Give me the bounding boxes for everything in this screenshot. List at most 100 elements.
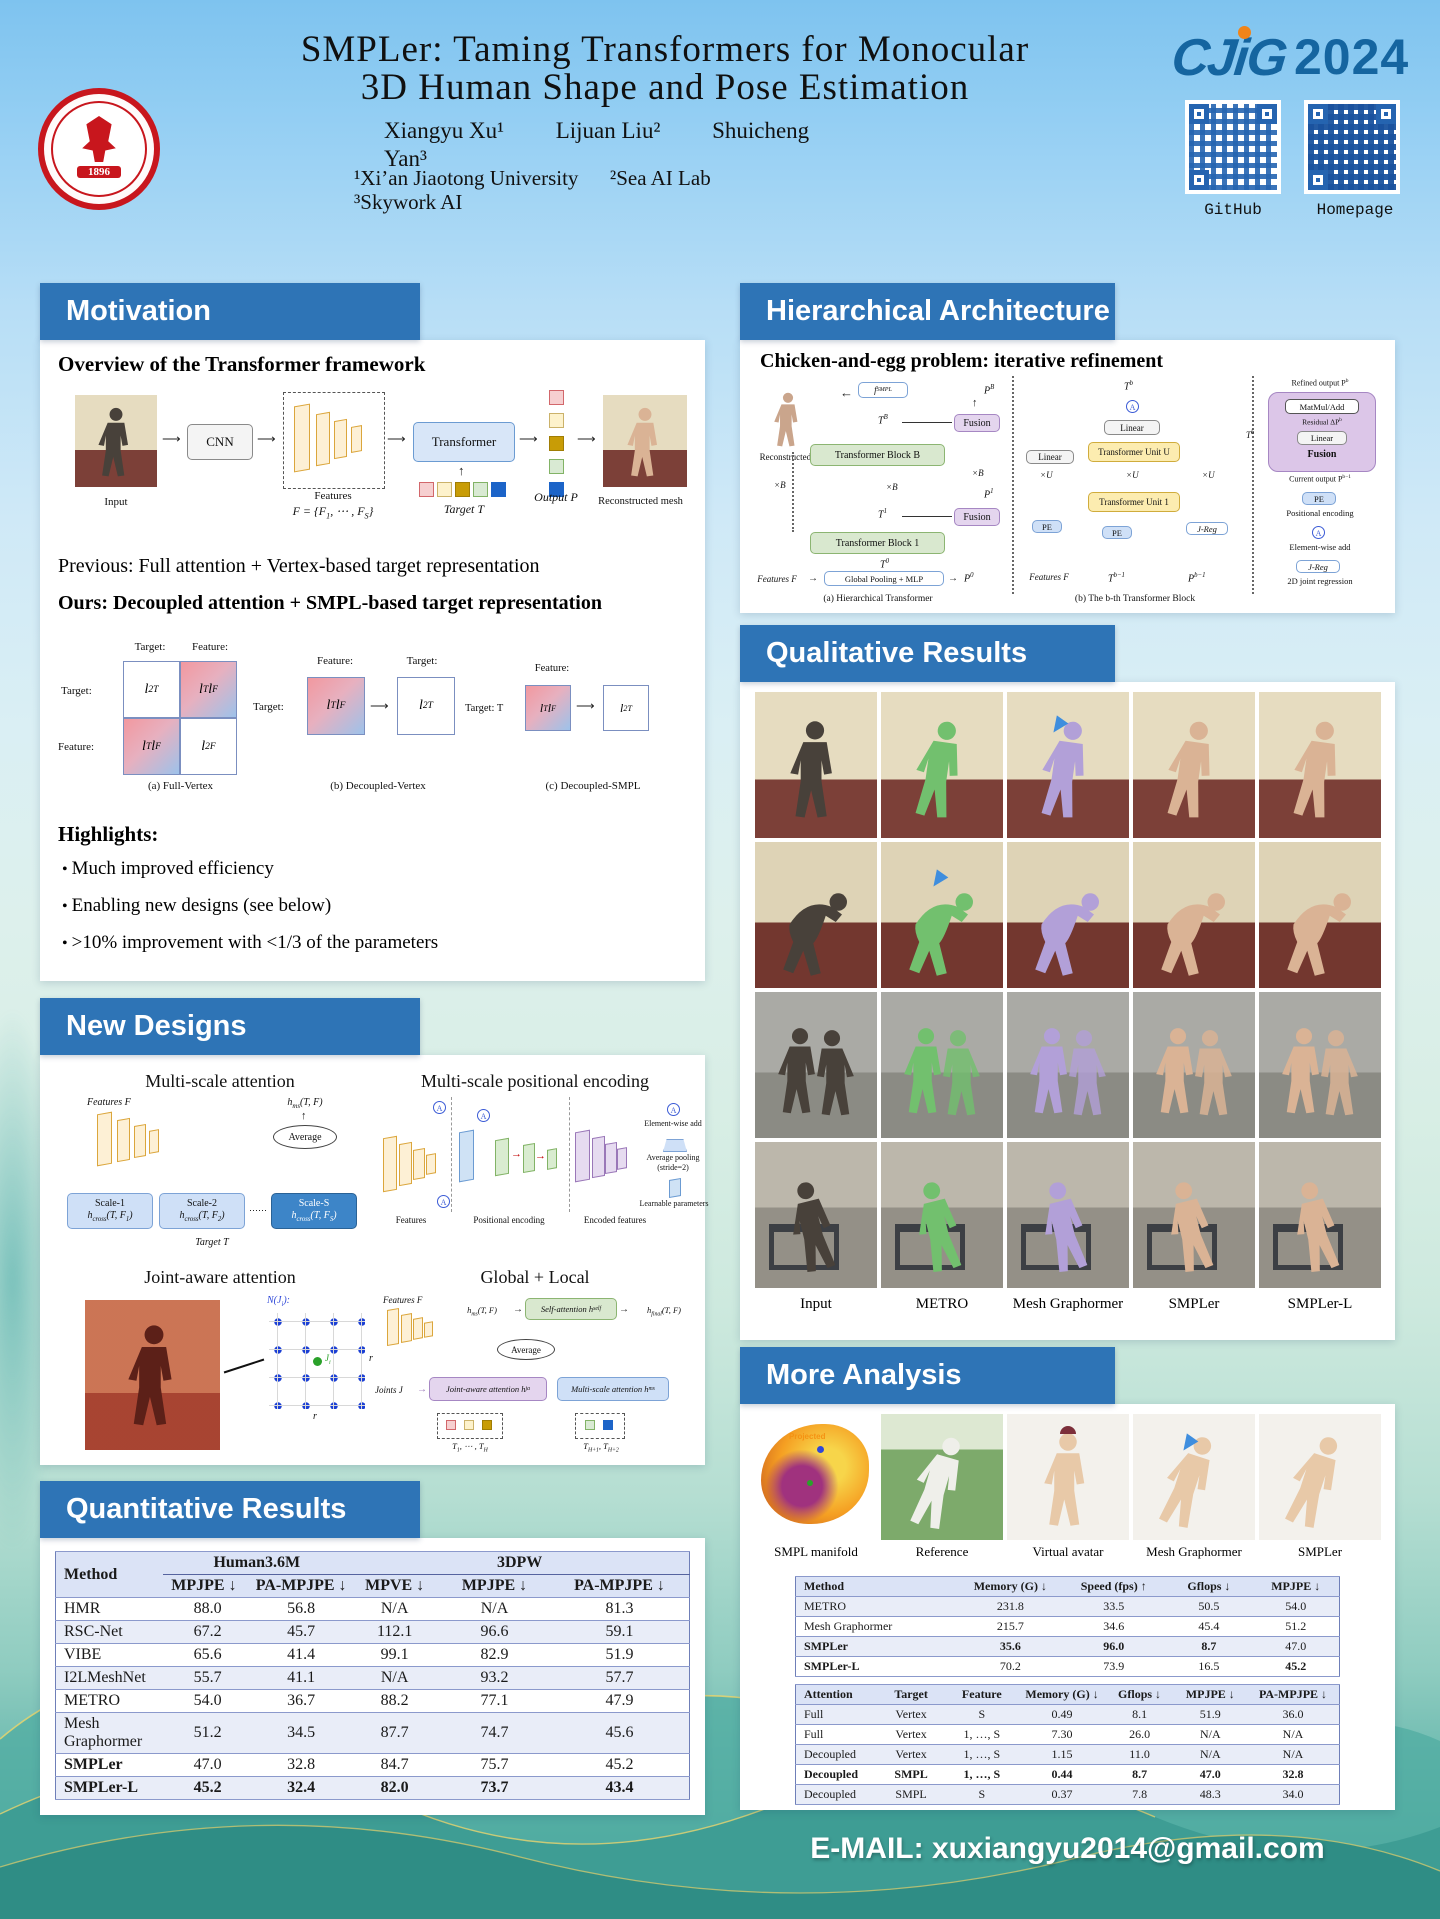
table-cell: 34.6 <box>1062 1616 1166 1637</box>
qr-github-label[interactable]: GitHub <box>1204 201 1262 219</box>
global-pooling-box: Global Pooling + MLP <box>824 571 944 586</box>
table-cell: 36.7 <box>252 1689 351 1713</box>
input-image <box>75 395 157 487</box>
table-cell: 51.2 <box>163 1712 253 1754</box>
analysis-image-label: Reference <box>915 1544 969 1559</box>
pe-map-icon <box>495 1137 509 1177</box>
table-header-row: Method Memory (G) ↓ Speed (fps) ↑ Gflops ↓ M… <box>795 1576 1340 1597</box>
table-cell: Vertex <box>877 1724 946 1745</box>
table-cell: N/A <box>350 1666 440 1690</box>
section-quantitative-header: Quantitative Results <box>40 1481 420 1538</box>
arrow-icon: ⟶ <box>370 698 389 713</box>
qr-code-homepage[interactable] <box>1304 100 1400 194</box>
joint-aware-diagram: N(Ji): Ji r r <box>55 1295 373 1455</box>
table-header-row: Attention Target Feature Memory (G) ↓ Gflops… <box>795 1684 1340 1705</box>
qr-homepage-label[interactable]: Homepage <box>1316 201 1394 219</box>
element-wise-add-icon: A <box>1126 400 1139 413</box>
cjig-2024-logo: CJiG 2024 <box>1169 26 1422 94</box>
output-token-icon <box>549 413 564 428</box>
arrow-icon: → <box>619 1304 629 1315</box>
table-cell: Vertex <box>877 1744 946 1765</box>
table-cell: 67.2 <box>163 1620 253 1644</box>
feature-map-icon <box>351 425 362 453</box>
fusion-box: Fusion <box>954 508 1000 526</box>
table-cell: VIBE <box>55 1643 164 1667</box>
table-cell: N/A <box>350 1597 440 1621</box>
highlights-title: Highlights: <box>58 822 159 846</box>
table-cell: 96.6 <box>439 1620 550 1644</box>
fusion-legend-label: Fusion <box>1307 449 1337 460</box>
output-tokens <box>549 390 565 502</box>
qr-code-github[interactable] <box>1185 100 1281 194</box>
table-cell: N/A <box>1173 1744 1247 1765</box>
pB-label: PB <box>984 384 995 397</box>
legend-current-label: Current output Pb−1 <box>1289 474 1351 484</box>
qr-finder-icon <box>1308 104 1328 124</box>
column-header: Memory (G) ↓ <box>958 1576 1063 1597</box>
table-row: METRO 231.8 33.5 50.5 54.0 <box>795 1596 1340 1617</box>
joint-point-icon <box>313 1357 322 1366</box>
output-label: Output P <box>534 490 578 504</box>
table-cell: Full <box>795 1724 878 1745</box>
legend-pool-label: Average pooling <box>646 1153 700 1162</box>
table-cell: 215.7 <box>958 1616 1063 1637</box>
table-row: Decoupled SMPL 1, …, S 0.44 8.7 47.0 32.8 <box>795 1764 1340 1785</box>
analysis-image-label: SMPL manifold <box>774 1544 858 1559</box>
table-cell: 41.4 <box>252 1643 351 1667</box>
result-image <box>755 992 877 1138</box>
table-row: Mesh Graphormer 51.2 34.5 87.7 74.7 45.6 <box>55 1712 690 1754</box>
section-architecture-header: Hierarchical Architecture <box>740 283 1115 340</box>
column-header: Target <box>877 1684 946 1705</box>
target-token-icon <box>491 482 506 497</box>
table-cell: 11.0 <box>1105 1744 1174 1765</box>
encoded-label: Encoded features <box>583 1215 647 1225</box>
connector <box>902 516 952 517</box>
row-label-feature: Feature: <box>58 741 95 753</box>
reference-image <box>881 1414 1003 1540</box>
quantitative-table: Method Human3.6M 3DPW MPJPE ↓ PA-MPJPE ↓ MPVE… <box>55 1551 690 1800</box>
token-icon <box>585 1420 595 1430</box>
table-cell: 51.2 <box>1252 1616 1340 1637</box>
table-row: Decoupled Vertex 1, …, S 1.15 11.0 N/A N/A <box>795 1744 1340 1765</box>
result-image <box>1007 992 1129 1138</box>
column-header: Gflops ↓ <box>1105 1684 1174 1705</box>
table-cell: 33.5 <box>1062 1596 1166 1617</box>
table-row: SMPLer-L 45.2 32.4 82.0 73.7 43.4 <box>55 1776 690 1800</box>
column-header: MPJPE ↓ <box>439 1574 550 1598</box>
table-cell: 45.6 <box>549 1712 690 1754</box>
table-cell: 32.4 <box>252 1776 351 1800</box>
analysis-image-labels: SMPL manifold Reference Virtual avatar Mesh… <box>755 1544 1385 1560</box>
qr-finder-icon <box>1189 104 1209 124</box>
column-header: Human3.6M <box>163 1551 351 1575</box>
joints-label: Joints J <box>375 1385 403 1395</box>
projected-point-icon <box>817 1446 824 1453</box>
table-cell: 47.0 <box>1173 1764 1247 1785</box>
joint-label: Ji <box>325 1353 331 1366</box>
table-cell: 0.44 <box>1018 1764 1106 1785</box>
section-new-designs-header: New Designs <box>40 998 420 1055</box>
table-cell: S <box>945 1784 1019 1805</box>
table-cell: 1, …, S <box>945 1744 1019 1765</box>
features-label: Features <box>314 490 352 502</box>
xB-label: ×B <box>774 480 786 490</box>
table-cell: 0.49 <box>1018 1704 1106 1725</box>
table-cell: 77.1 <box>439 1689 550 1713</box>
authors-line-wrap: Yan³ <box>384 146 427 171</box>
p1-label: P1 <box>984 488 994 501</box>
result-image <box>1259 842 1381 988</box>
table-cell: 73.7 <box>439 1776 550 1800</box>
legend-pool-stride: (stride=2) <box>657 1163 689 1172</box>
contact-email[interactable]: E-MAIL: xuxiangyu2014@gmail.com <box>810 1832 1325 1865</box>
result-image <box>755 842 877 988</box>
arrow-icon: ⟶ <box>576 698 595 713</box>
table-cell: RSC-Net <box>55 1620 164 1644</box>
arrow-up-icon: ↑ <box>458 463 465 478</box>
output-token-icon <box>549 482 564 497</box>
caption-a: (a) Hierarchical Transformer <box>823 594 933 604</box>
target-token-icon <box>419 482 434 497</box>
column-header: MPJPE ↓ <box>1173 1684 1247 1705</box>
